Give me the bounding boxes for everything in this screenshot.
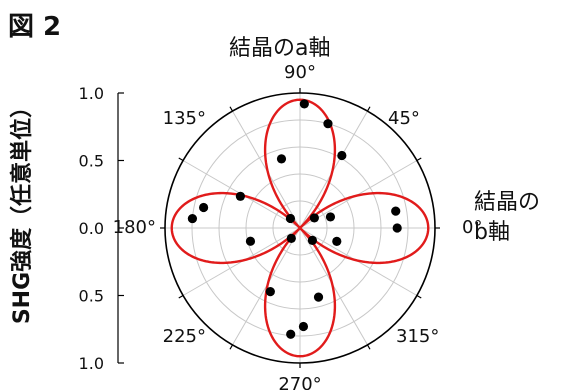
data-point-1 — [391, 206, 401, 216]
data-point-2 — [325, 212, 336, 222]
data-point-10 — [199, 202, 209, 213]
data-point-13 — [286, 233, 296, 243]
angle-label-90: 90° — [284, 62, 316, 83]
data-point-3 — [309, 213, 319, 223]
angle-label-135: 135° — [163, 108, 206, 129]
data-point-0 — [392, 223, 402, 233]
b-axis-annotation: 結晶の b軸 — [474, 188, 569, 247]
data-point-14 — [265, 287, 275, 297]
radial-tick-label-4: 1.0 — [79, 354, 104, 373]
data-point-9 — [235, 191, 246, 201]
data-point-19 — [332, 236, 342, 246]
data-point-4 — [337, 150, 347, 161]
data-point-5 — [323, 119, 333, 129]
data-point-7 — [276, 154, 287, 164]
angle-label-0: 0° — [462, 217, 482, 238]
b-axis-annotation-line1: 結晶の — [474, 190, 541, 215]
a-axis-annotation: 結晶のa軸 — [229, 36, 331, 61]
fit-curve — [170, 98, 430, 358]
data-point-18 — [307, 235, 318, 246]
rim-tick-210 — [178, 294, 184, 299]
rim-tick-330 — [416, 294, 422, 299]
data-point-12 — [245, 236, 256, 246]
angle-label-180: 180° — [113, 217, 156, 238]
angle-label-45: 45° — [388, 108, 420, 129]
data-point-8 — [285, 213, 296, 224]
rim-tick-120 — [229, 106, 234, 112]
data-point-17 — [313, 292, 324, 302]
data-point-15 — [286, 329, 296, 339]
angle-label-270: 270° — [278, 374, 321, 390]
angle-label-225: 225° — [163, 326, 206, 347]
rim-tick-300 — [366, 344, 371, 350]
rim-tick-240 — [229, 344, 234, 350]
radial-tick-label-3: 0.5 — [79, 287, 104, 306]
radial-tick-label-0: 1.0 — [79, 84, 104, 103]
data-point-6 — [299, 99, 309, 109]
radial-tick-label-1: 0.5 — [79, 152, 104, 171]
rim-tick-60 — [366, 106, 371, 112]
b-axis-annotation-line2: b軸 — [474, 219, 510, 245]
data-point-16 — [298, 321, 309, 332]
rim-tick-30 — [416, 157, 422, 162]
data-point-11 — [187, 213, 198, 224]
angle-label-315: 315° — [396, 326, 439, 347]
rim-tick-150 — [178, 157, 184, 162]
figure-label: 図 2 — [8, 12, 62, 42]
radial-tick-label-2: 0.0 — [79, 219, 104, 238]
